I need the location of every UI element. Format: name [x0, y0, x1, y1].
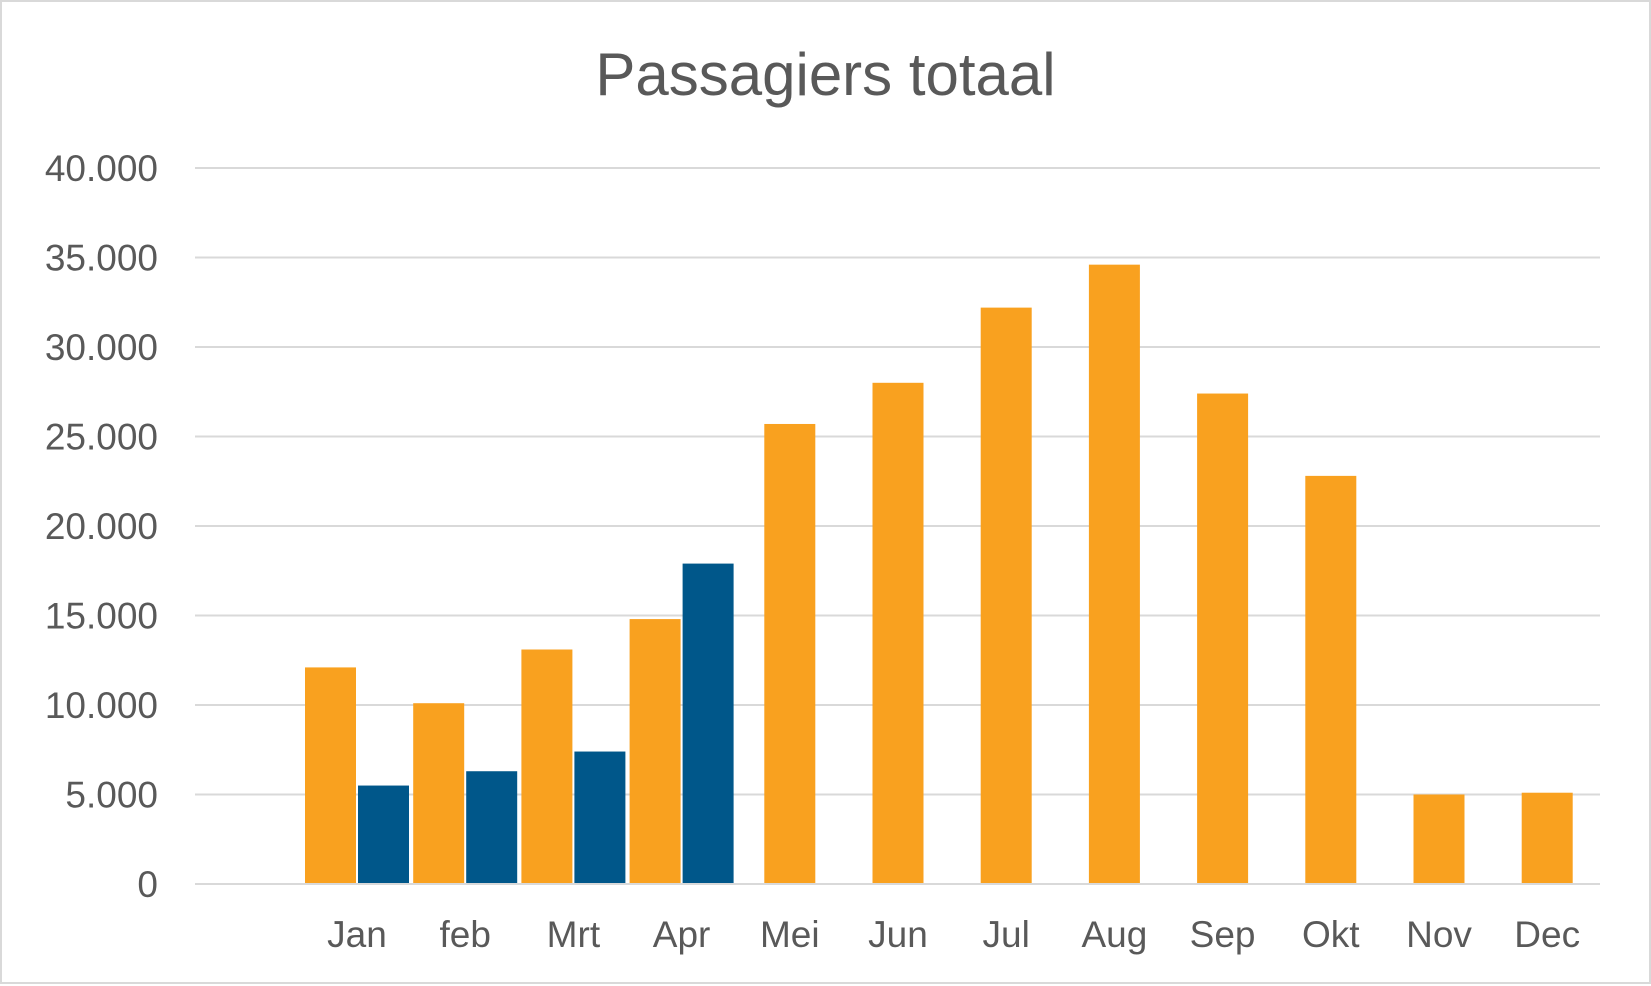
- x-tick-label: Dec: [1514, 914, 1580, 955]
- bar-series2-mrt: [574, 751, 626, 884]
- bar-series2-jan: [358, 785, 409, 884]
- y-tick-label: 20.000: [45, 506, 158, 547]
- x-tick-label: Jul: [983, 914, 1030, 955]
- x-tick-label: feb: [439, 914, 490, 955]
- bar-series2-apr: [682, 563, 734, 884]
- y-tick-label: 10.000: [45, 685, 158, 726]
- bar-series1-aug: [1088, 264, 1140, 884]
- x-tick-label: Jan: [327, 914, 387, 955]
- bar-series2-feb: [466, 771, 518, 884]
- x-tick-label: Nov: [1406, 914, 1472, 955]
- x-tick-label: Mrt: [547, 914, 601, 955]
- bar-series1-jun: [872, 382, 924, 884]
- chart-title: Passagiers totaal: [595, 41, 1056, 108]
- x-tick-label: Mei: [760, 914, 820, 955]
- bar-series1-feb: [413, 703, 465, 884]
- x-tick-label: Apr: [653, 914, 711, 955]
- bar-series1-apr: [629, 619, 681, 884]
- x-tick-label: Sep: [1190, 914, 1256, 955]
- y-tick-label: 25.000: [45, 417, 158, 458]
- x-tick-label: Aug: [1081, 914, 1147, 955]
- bar-series1-jan: [305, 667, 356, 884]
- bar-series1-mei: [764, 423, 816, 884]
- bar-series1-jul: [980, 307, 1032, 884]
- y-tick-label: 15.000: [45, 596, 158, 637]
- bar-series1-okt: [1305, 475, 1357, 884]
- bar-series1-sep: [1197, 393, 1249, 884]
- y-tick-label: 0: [137, 864, 158, 905]
- y-tick-label: 40.000: [45, 148, 158, 189]
- y-tick-label: 5.000: [65, 775, 158, 816]
- bar-series1-mrt: [521, 649, 573, 884]
- x-tick-label: Okt: [1302, 914, 1360, 955]
- y-tick-label: 30.000: [45, 327, 158, 368]
- bar-series1-dec: [1521, 792, 1573, 884]
- x-tick-label: Jun: [868, 914, 928, 955]
- bar-series1-nov: [1413, 794, 1465, 884]
- y-tick-label: 35.000: [45, 238, 158, 279]
